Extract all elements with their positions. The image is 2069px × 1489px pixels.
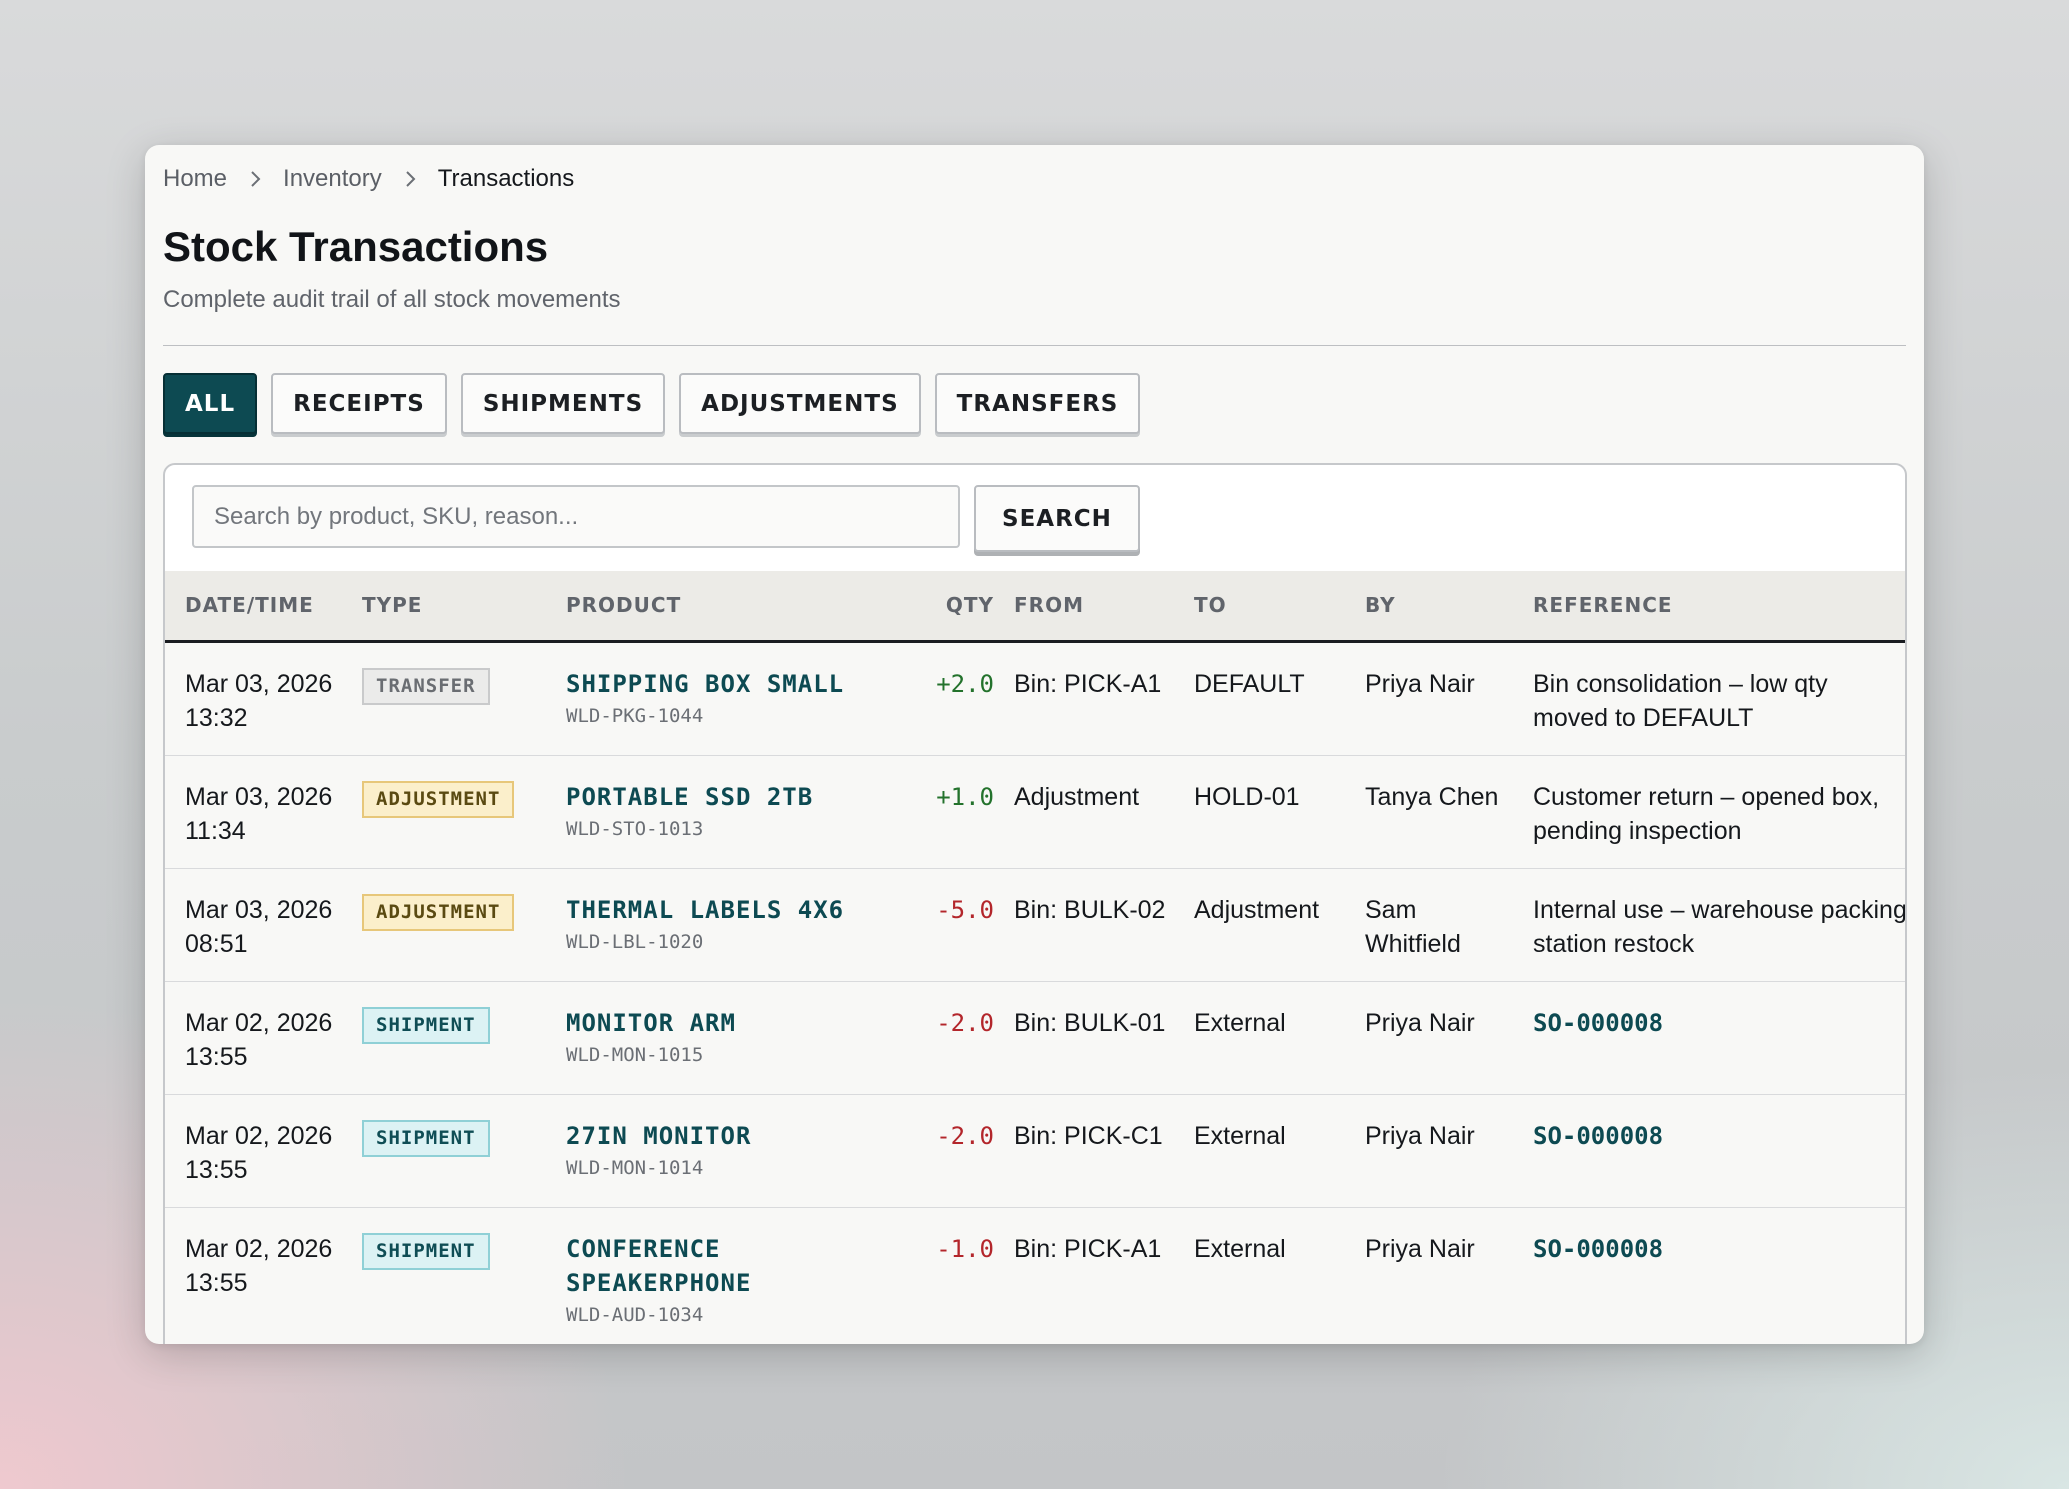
cell-by: Sam Whitfield <box>1345 868 1513 982</box>
breadcrumb-inventory[interactable]: Inventory <box>283 165 382 192</box>
filter-tabs: ALL RECEIPTS SHIPMENTS ADJUSTMENTS TRANS… <box>163 373 1141 434</box>
product-link[interactable]: PORTABLE SSD 2TB <box>566 782 814 811</box>
column-header-reference[interactable]: REFERENCE <box>1513 571 1905 643</box>
qty-value: +1.0 <box>936 782 994 811</box>
cell-datetime: Mar 02, 2026 13:55 <box>165 1094 342 1208</box>
column-header-qty[interactable]: QTY <box>904 571 994 643</box>
cell-to: External <box>1174 1207 1345 1344</box>
qty-value: -2.0 <box>936 1008 994 1037</box>
product-link[interactable]: MONITOR ARM <box>566 1008 736 1037</box>
transactions-panel: SEARCH DATE/TIME TYPE PRODUCT QTY FROM T… <box>163 463 1907 1344</box>
qty-value: -5.0 <box>936 895 994 924</box>
header-divider <box>163 345 1906 346</box>
search-input[interactable] <box>192 485 960 548</box>
product-sku: WLD-AUD-1034 <box>566 1303 704 1326</box>
qty-value: +2.0 <box>936 669 994 698</box>
cell-by: Priya Nair <box>1345 981 1513 1095</box>
cell-by: Priya Nair <box>1345 1094 1513 1208</box>
product-link[interactable]: SHIPPING BOX SMALL <box>566 669 845 698</box>
chevron-right-icon <box>382 169 438 189</box>
transactions-table: DATE/TIME TYPE PRODUCT QTY FROM TO BY RE… <box>165 571 1905 1344</box>
cell-datetime: Mar 03, 2026 08:51 <box>165 868 342 982</box>
type-badge: SHIPMENT <box>362 1119 490 1157</box>
type-badge: ADJUSTMENT <box>362 780 515 818</box>
table-row[interactable]: Mar 02, 2026 13:55 SHIPMENT CONFERENCE S… <box>165 1207 1905 1344</box>
reference-link[interactable]: SO-000008 <box>1533 1121 1664 1150</box>
qty-value: -2.0 <box>936 1121 994 1150</box>
table-row[interactable]: Mar 02, 2026 13:55 SHIPMENT MONITOR ARM … <box>165 981 1905 1095</box>
cell-datetime: Mar 02, 2026 13:55 <box>165 981 342 1095</box>
cell-from: Bin: BULK-01 <box>994 981 1174 1095</box>
filter-all-button[interactable]: ALL <box>163 373 258 434</box>
type-badge: ADJUSTMENT <box>362 893 515 931</box>
cell-to: External <box>1174 981 1345 1095</box>
cell-reference: Bin consolidation – low qty moved to DEF… <box>1513 641 1905 756</box>
reference-link[interactable]: SO-000008 <box>1533 1234 1664 1263</box>
product-sku: WLD-PKG-1044 <box>566 704 704 727</box>
filter-shipments-button[interactable]: SHIPMENTS <box>460 373 666 434</box>
cell-reference: Internal use – warehouse packing station… <box>1513 868 1905 982</box>
product-link[interactable]: 27IN MONITOR <box>566 1121 752 1150</box>
product-sku: WLD-MON-1015 <box>566 1043 704 1066</box>
cell-from: Bin: PICK-C1 <box>994 1094 1174 1208</box>
cell-from: Adjustment <box>994 755 1174 869</box>
search-button[interactable]: SEARCH <box>974 485 1140 552</box>
app-window: Home Inventory Transactions Stock Transa… <box>145 145 1924 1344</box>
table-row[interactable]: Mar 02, 2026 13:55 SHIPMENT 27IN MONITOR… <box>165 1094 1905 1208</box>
table-row[interactable]: Mar 03, 2026 11:34 ADJUSTMENT PORTABLE S… <box>165 755 1905 869</box>
cell-to: External <box>1174 1094 1345 1208</box>
column-header-type[interactable]: TYPE <box>342 571 546 643</box>
table-row[interactable]: Mar 03, 2026 08:51 ADJUSTMENT THERMAL LA… <box>165 868 1905 982</box>
cell-from: Bin: PICK-A1 <box>994 1207 1174 1344</box>
cell-to: Adjustment <box>1174 868 1345 982</box>
table-header-row: DATE/TIME TYPE PRODUCT QTY FROM TO BY RE… <box>165 571 1905 643</box>
column-header-by[interactable]: BY <box>1345 571 1513 643</box>
type-badge: SHIPMENT <box>362 1006 490 1044</box>
cell-datetime: Mar 03, 2026 11:34 <box>165 755 342 869</box>
cell-by: Priya Nair <box>1345 1207 1513 1344</box>
breadcrumb: Home Inventory Transactions <box>163 165 574 193</box>
product-sku: WLD-LBL-1020 <box>566 930 704 953</box>
filter-receipts-button[interactable]: RECEIPTS <box>271 373 447 434</box>
breadcrumb-transactions: Transactions <box>437 165 575 192</box>
column-header-to[interactable]: TO <box>1174 571 1345 643</box>
cell-datetime: Mar 03, 2026 13:32 <box>165 641 342 756</box>
cell-by: Priya Nair <box>1345 641 1513 756</box>
page-title: Stock Transactions <box>163 223 549 270</box>
type-badge: TRANSFER <box>362 667 490 705</box>
cell-reference: Customer return – opened box, pending in… <box>1513 755 1905 869</box>
filter-transfers-button[interactable]: TRANSFERS <box>934 373 1141 434</box>
column-header-product[interactable]: PRODUCT <box>546 571 904 643</box>
cell-from: Bin: PICK-A1 <box>994 641 1174 756</box>
table-row[interactable]: Mar 03, 2026 13:32 TRANSFER SHIPPING BOX… <box>165 641 1905 756</box>
cell-to: HOLD-01 <box>1174 755 1345 869</box>
column-header-from[interactable]: FROM <box>994 571 1174 643</box>
product-link[interactable]: CONFERENCE SPEAKERPHONE <box>566 1234 752 1297</box>
product-sku: WLD-MON-1014 <box>566 1156 704 1179</box>
product-sku: WLD-STO-1013 <box>566 817 704 840</box>
cell-by: Tanya Chen <box>1345 755 1513 869</box>
cell-to: DEFAULT <box>1174 641 1345 756</box>
column-header-datetime[interactable]: DATE/TIME <box>165 571 342 643</box>
filter-adjustments-button[interactable]: ADJUSTMENTS <box>679 373 921 434</box>
breadcrumb-home[interactable]: Home <box>163 165 228 192</box>
product-link[interactable]: THERMAL LABELS 4X6 <box>566 895 845 924</box>
reference-link[interactable]: SO-000008 <box>1533 1008 1664 1037</box>
cell-from: Bin: BULK-02 <box>994 868 1174 982</box>
type-badge: SHIPMENT <box>362 1232 490 1270</box>
cell-datetime: Mar 02, 2026 13:55 <box>165 1207 342 1344</box>
page-subtitle: Complete audit trail of all stock moveme… <box>163 286 621 313</box>
qty-value: -1.0 <box>936 1234 994 1263</box>
search-bar: SEARCH <box>192 485 1140 552</box>
chevron-right-icon <box>227 169 283 189</box>
